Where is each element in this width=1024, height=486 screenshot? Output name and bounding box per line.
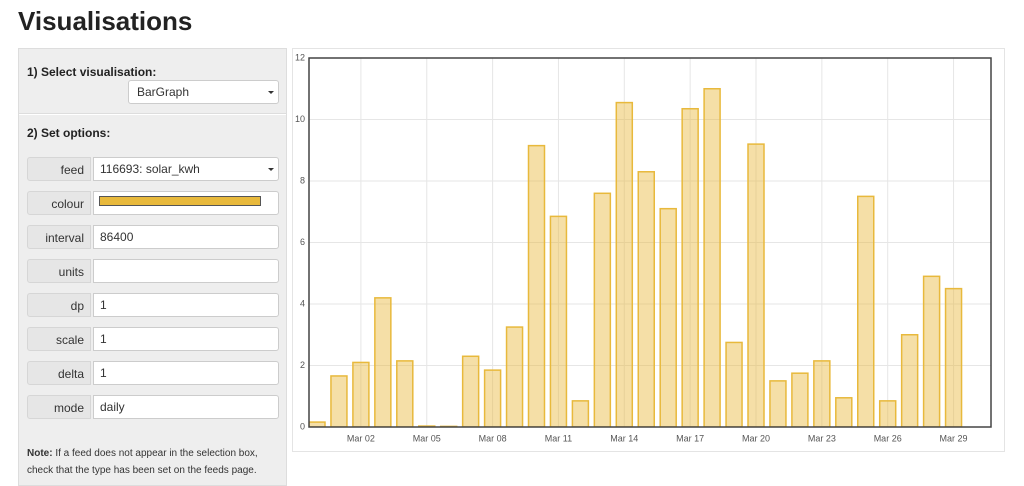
page-title: Visualisations	[18, 6, 193, 36]
option-input[interactable]	[93, 259, 279, 283]
option-input[interactable]	[93, 191, 279, 215]
bar	[352, 361, 370, 427]
bar	[374, 297, 392, 427]
option-input[interactable]: 1	[93, 327, 279, 351]
option-input[interactable]: 1	[93, 293, 279, 317]
bar	[637, 171, 655, 427]
chart: 0 2 4 6 8 10 12 Mar 02 Mar 05 Mar 08 Mar 11 Mar 14 M…	[295, 52, 992, 443]
note: Note: If a feed does not appear in the s…	[27, 445, 281, 479]
bar	[505, 326, 524, 427]
bar	[944, 287, 963, 427]
option-label: mode	[27, 395, 91, 419]
bar	[791, 372, 809, 427]
bar	[571, 400, 590, 427]
bar	[857, 195, 875, 427]
option-input[interactable]: daily	[93, 395, 279, 419]
x-tick-label: Mar 08	[479, 433, 507, 443]
y-tick-label: 4	[300, 298, 305, 308]
y-tick-label: 8	[300, 175, 305, 185]
separator	[19, 113, 286, 115]
note-text: If a feed does not appear in the selecti…	[27, 448, 258, 476]
plot-border	[308, 57, 992, 428]
bar	[769, 380, 787, 427]
x-tick-label: Mar 17	[676, 433, 704, 443]
y-tick-label: 12	[295, 52, 305, 62]
option-label: colour	[27, 191, 91, 215]
x-tick-label: Mar 29	[940, 433, 968, 443]
x-tick-label: Mar 14	[610, 433, 638, 443]
x-tick-label: Mar 23	[808, 433, 836, 443]
bar	[461, 355, 480, 427]
option-label: scale	[27, 327, 91, 351]
feed-select[interactable]: 116693: solar_kwh	[93, 157, 279, 181]
bar	[593, 192, 612, 427]
x-tick-label: Mar 05	[413, 433, 441, 443]
option-label: delta	[27, 361, 91, 385]
bar	[835, 397, 853, 427]
y-tick-label: 10	[295, 114, 305, 124]
bar	[922, 275, 941, 427]
bar	[615, 101, 634, 427]
option-label: feed	[27, 157, 91, 181]
option-label: dp	[27, 293, 91, 317]
chart-container: 0 2 4 6 8 10 12 Mar 02 Mar 05 Mar 08 Mar 11 Mar 14 M…	[292, 48, 1005, 452]
options-panel: 1) Select visualisation: BarGraph 2) Set…	[18, 48, 287, 486]
step-heading: 1) Select visualisation:	[27, 65, 157, 79]
bar	[330, 375, 348, 427]
x-tick-label: Mar 11	[545, 433, 572, 443]
note-label: Note:	[27, 448, 53, 459]
bar	[813, 360, 831, 427]
x-tick-label: Mar 20	[742, 433, 770, 443]
bar	[878, 400, 897, 427]
option-input[interactable]: 86400	[93, 225, 279, 249]
bar	[527, 144, 546, 427]
bar	[549, 215, 568, 427]
bar	[681, 107, 699, 427]
bar	[900, 334, 919, 427]
option-input[interactable]: 1	[93, 361, 279, 385]
x-tick-label: Mar 26	[874, 433, 902, 443]
y-tick-label: 0	[300, 421, 305, 431]
x-tick-label: Mar 02	[347, 433, 375, 443]
bar	[747, 143, 765, 427]
option-label: units	[27, 259, 91, 283]
bar	[659, 207, 677, 427]
step-heading: 2) Set options:	[27, 126, 111, 140]
y-tick-label: 6	[300, 237, 305, 247]
visualisation-select[interactable]: BarGraph	[128, 80, 279, 104]
bar	[725, 341, 743, 427]
bar	[483, 369, 502, 427]
colour-swatch	[99, 196, 261, 206]
y-tick-label: 2	[300, 360, 305, 370]
option-label: interval	[27, 225, 91, 249]
bar	[396, 360, 414, 427]
bar	[703, 88, 721, 427]
